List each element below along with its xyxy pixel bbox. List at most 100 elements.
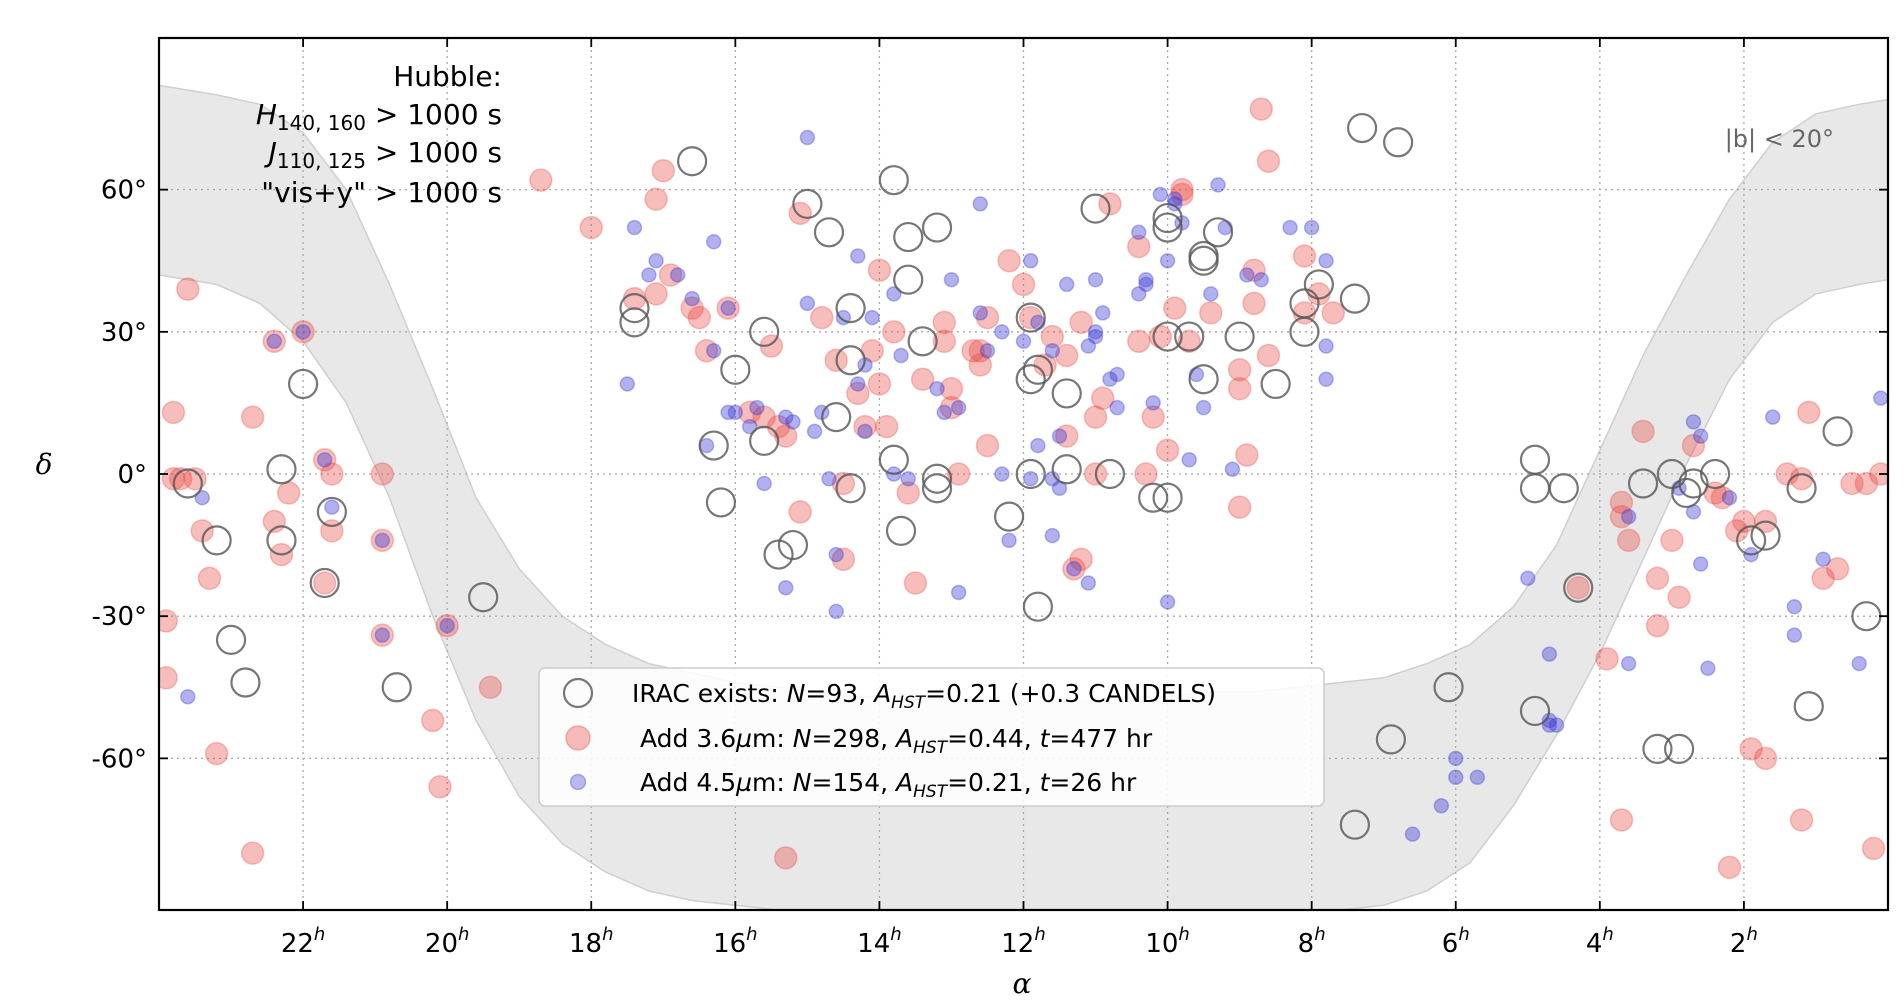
legend-label-45: Add 4.5µm: N=154, AHST=0.21, t=26 hr	[640, 768, 1137, 802]
point-irac	[201, 525, 232, 556]
point-3p6um	[1018, 305, 1043, 330]
point-4p5um	[1851, 655, 1867, 672]
point-irac	[835, 345, 866, 376]
point-4p5um	[1051, 428, 1068, 444]
point-irac	[619, 293, 650, 324]
point-irac	[1786, 473, 1817, 504]
point-3p6um	[1789, 808, 1814, 832]
point-irac	[1138, 482, 1169, 513]
axis-ticks: 22h 20h 18h 16h 14h 12h 10h 8h 6h 4h 2h 60° 30° 0° -30…	[92, 38, 1888, 959]
point-4p5um	[1873, 390, 1888, 406]
point-3p6um	[262, 329, 287, 354]
point-4p5um	[1620, 655, 1637, 672]
point-4p5um	[1181, 452, 1197, 468]
point-4p5um	[1620, 508, 1637, 525]
point-3p6um	[1227, 357, 1252, 382]
point-irac	[1289, 316, 1320, 347]
point-irac	[316, 496, 347, 528]
point-irac	[907, 326, 938, 357]
point-4p5um	[1159, 594, 1176, 610]
point-irac	[1793, 691, 1824, 722]
point-3p6um	[997, 248, 1021, 273]
point-3p6um	[240, 405, 265, 429]
point-3p6um	[1256, 343, 1281, 368]
point-irac	[1080, 193, 1111, 224]
point-4p5um	[1195, 399, 1212, 416]
point-irac	[266, 454, 297, 485]
point-4p5um	[1282, 219, 1298, 236]
point-irac	[878, 444, 909, 475]
point-3p6um	[1141, 405, 1165, 429]
legend-label-36: Add 3.6µm: N=298, AHST=0.44, t=477 hr	[640, 724, 1153, 758]
point-3p6um	[903, 571, 928, 595]
point-3p6um	[1011, 272, 1036, 297]
point-3p6um	[1127, 234, 1151, 259]
point-4p5um	[1520, 570, 1536, 587]
point-4p5um	[1152, 186, 1169, 203]
legend-box	[538, 667, 1325, 807]
point-3p6um	[1090, 386, 1115, 410]
point-4p5um	[1541, 717, 1558, 733]
x-tick-label: 20h	[425, 924, 470, 959]
point-3p6um	[1861, 836, 1886, 861]
point-irac	[1375, 724, 1407, 755]
point-3p6um	[874, 414, 899, 439]
point-4p5um	[720, 404, 736, 421]
point-3p6um	[680, 296, 704, 320]
point-3p6um	[1869, 462, 1888, 486]
x-tick-label: 18h	[569, 924, 614, 959]
point-3p6um	[1134, 462, 1158, 486]
point-4p5um	[1001, 532, 1017, 549]
point-3p6um	[1054, 343, 1079, 368]
point-4p5um	[1138, 276, 1154, 293]
point-4p5um	[1131, 286, 1147, 302]
point-3p6um	[1227, 495, 1252, 519]
legend-label-irac: IRAC exists: N=93, AHST=0.21 (+0.3 CANDE…	[632, 679, 1216, 713]
point-3p6um	[622, 286, 647, 311]
point-4p5um	[1022, 470, 1039, 487]
point-3p6um	[1155, 438, 1180, 463]
point-irac	[1051, 454, 1082, 485]
legend: IRAC exists: N=93, AHST=0.21 (+0.3 CANDE…	[538, 667, 1325, 807]
point-irac	[381, 672, 412, 703]
point-4p5um	[1022, 252, 1039, 269]
galactic-band-label: |b| < 20°	[1725, 125, 1834, 153]
point-irac	[1627, 468, 1659, 499]
point-4p5um	[374, 627, 391, 643]
point-3p6um	[939, 395, 964, 420]
point-irac	[749, 316, 780, 347]
point-3p6um	[1170, 177, 1194, 202]
point-3p6um	[846, 381, 870, 406]
point-irac	[1678, 468, 1709, 499]
legend-marker-irac	[562, 677, 594, 709]
point-irac	[1750, 520, 1781, 551]
point-irac	[1383, 127, 1414, 158]
point-3p6um	[1170, 182, 1194, 207]
point-4p5um	[1433, 797, 1450, 814]
point-3p6um	[291, 320, 315, 344]
point-4p5um	[316, 452, 333, 468]
point-3p6um	[1163, 296, 1187, 320]
point-4p5um	[864, 309, 880, 326]
point-4p5um	[785, 414, 801, 430]
point-3p6um	[1127, 329, 1151, 354]
point-3p6um	[312, 448, 337, 472]
point-4p5um	[1815, 551, 1831, 568]
annotation-title: Hubble:	[393, 60, 502, 93]
point-irac	[885, 515, 917, 546]
point-irac	[619, 307, 650, 338]
point-3p6um	[975, 305, 1000, 330]
point-4p5um	[828, 603, 844, 620]
point-4p5um	[893, 347, 909, 364]
point-irac	[698, 430, 729, 461]
y-tick-label: 60°	[101, 176, 147, 206]
point-4p5um	[1318, 338, 1334, 354]
point-4p5um	[1239, 267, 1255, 283]
point-4p5um	[821, 470, 837, 487]
point-3p6um	[932, 329, 957, 354]
point-4p5um	[972, 305, 989, 321]
point-4p5um	[1404, 826, 1421, 842]
point-4p5um	[324, 499, 340, 515]
point-4p5um	[1541, 646, 1558, 662]
point-irac	[1152, 321, 1183, 352]
